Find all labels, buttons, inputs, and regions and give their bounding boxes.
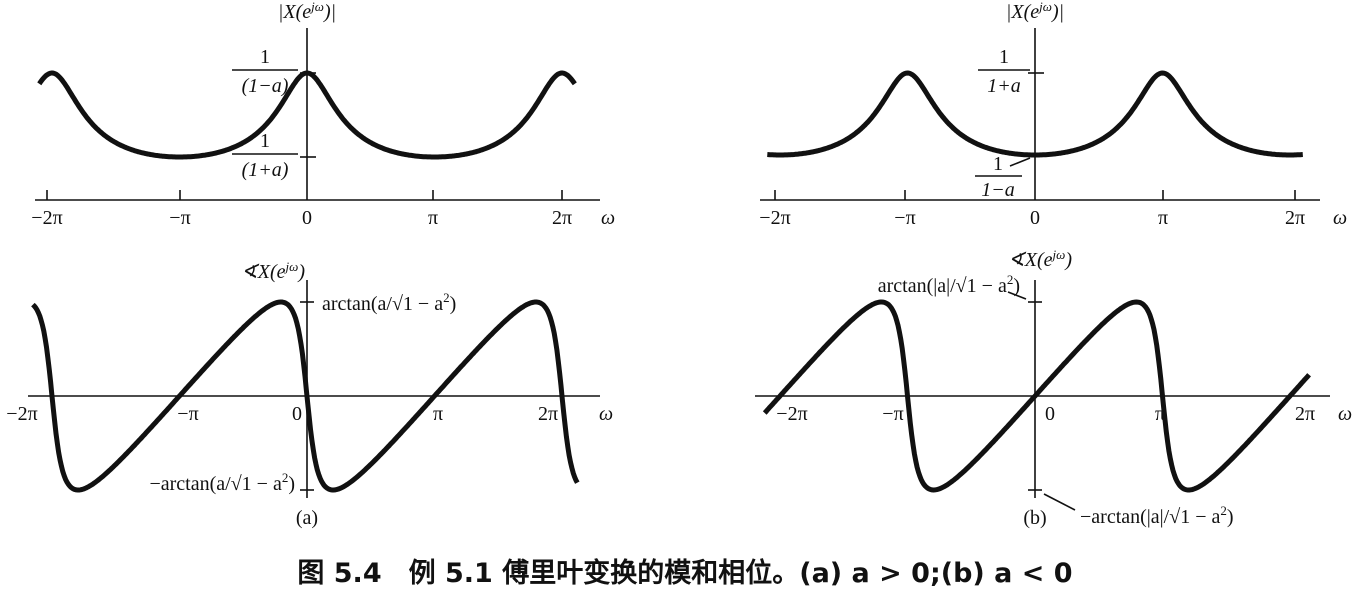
x-tick-label: 0 (1030, 207, 1040, 229)
curve (37, 70, 577, 160)
panel-a-phase: ∢X(ejω) arctan(a/√1 − a2) −arctan(a/√1 −… (6, 259, 613, 529)
x-label: ω (1333, 207, 1347, 229)
level-num: 1 (260, 46, 270, 68)
x-tick-label: −2π (31, 207, 62, 229)
panel-a-magnitude: |X(ejω)| 1 (1−a) 1 (1+a) −2π −π 0 π 2π ω (31, 0, 615, 229)
x-tick-label: −π (169, 207, 190, 229)
level-num: 1 (260, 130, 270, 152)
level-den: 1+a (987, 75, 1021, 97)
x-tick-label: −π (894, 207, 915, 229)
x-tick-label: 2π (552, 207, 572, 229)
level-den: (1−a) (242, 75, 289, 97)
curve (762, 299, 1311, 493)
curve (31, 299, 580, 493)
level-label: arctan(a/√1 − a2) (322, 290, 456, 315)
x-tick-label: π (1155, 403, 1165, 425)
y-label: ∢X(ejω) (241, 259, 305, 283)
x-tick-label: −π (177, 403, 198, 425)
x-tick-label: −2π (6, 403, 37, 425)
x-tick-label: 2π (1285, 207, 1305, 229)
curve (766, 70, 1304, 158)
x-tick-label: 0 (1045, 403, 1055, 425)
ticks (46, 69, 563, 200)
level-label: arctan(|a|/√1 − a2) (878, 272, 1020, 297)
level-num: 1 (993, 153, 1003, 175)
ticks (1007, 291, 1076, 511)
panel-b-magnitude: |X(ejω)| 1 1+a 1 1−a −2π −π 0 π 2π ω (759, 0, 1347, 229)
level-den: 1−a (981, 179, 1015, 201)
x-tick-label: −2π (759, 207, 790, 229)
x-label: ω (599, 403, 613, 425)
x-tick-label: 2π (538, 403, 558, 425)
panel-label: (b) (1023, 507, 1046, 529)
y-label: |X(ejω)| (1006, 0, 1064, 23)
x-tick-label: 0 (302, 207, 312, 229)
x-tick-label: 0 (292, 403, 302, 425)
x-tick-label: π (428, 207, 438, 229)
level-label: −arctan(|a|/√1 − a2) (1080, 503, 1234, 528)
y-label: ∢X(ejω) (1008, 247, 1072, 271)
panel-b-phase: ∢X(ejω) arctan(|a|/√1 − a2) −arctan(|a|/… (755, 247, 1352, 529)
x-label: ω (601, 207, 615, 229)
ticks (300, 301, 314, 491)
x-tick-label: 2π (1295, 403, 1315, 425)
x-tick-label: −2π (776, 403, 807, 425)
y-label: |X(ejω)| (278, 0, 336, 23)
level-num: 1 (999, 46, 1009, 68)
caption: 图 5.4 例 5.1 傅里叶变换的模和相位。(a) a > 0;(b) a <… (297, 557, 1072, 589)
ticks (774, 69, 1296, 200)
x-label: ω (1338, 403, 1352, 425)
x-tick-label: −π (882, 403, 903, 425)
x-tick-label: π (433, 403, 443, 425)
level-label: −arctan(a/√1 − a2) (149, 470, 295, 495)
panel-label: (a) (296, 507, 318, 529)
x-tick-label: π (1158, 207, 1168, 229)
level-den: (1+a) (242, 159, 289, 181)
